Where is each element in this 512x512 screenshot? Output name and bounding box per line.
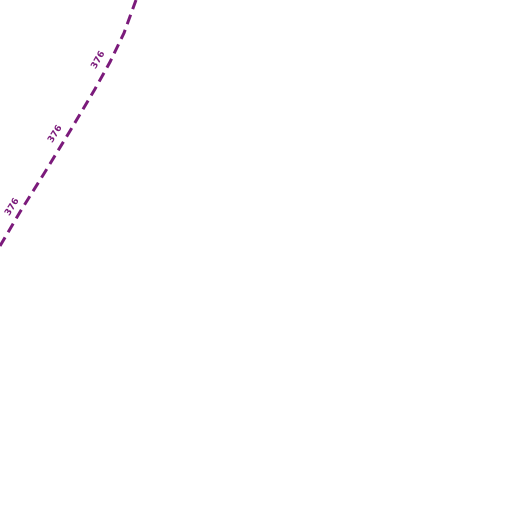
route-line — [0, 0, 138, 247]
